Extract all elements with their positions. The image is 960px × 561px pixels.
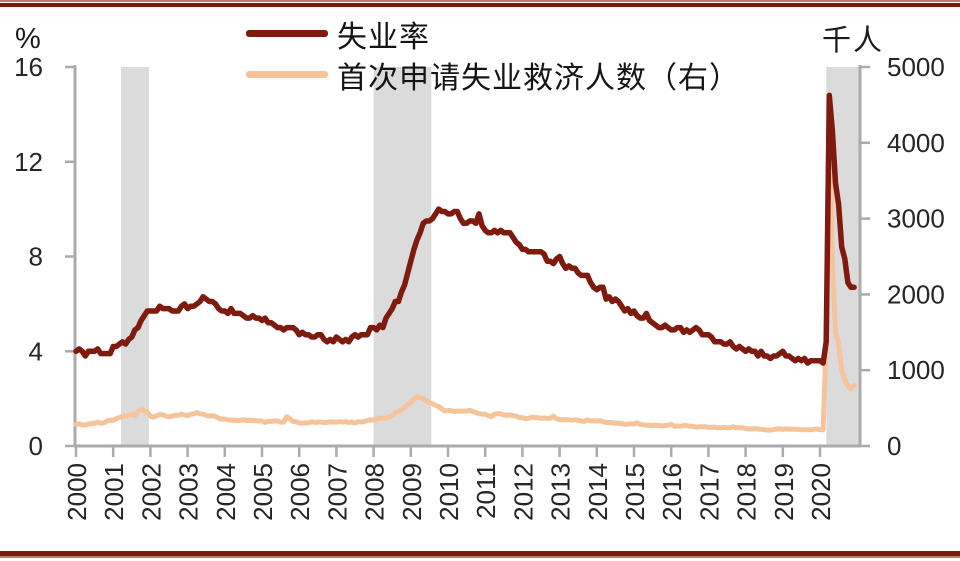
- top-accent-line: [0, 0, 960, 2]
- svg-text:2020: 2020: [806, 463, 836, 521]
- svg-text:2017: 2017: [694, 463, 724, 521]
- bottom-accent-line: [0, 556, 960, 558]
- svg-text:2012: 2012: [508, 463, 538, 521]
- svg-text:0: 0: [29, 431, 43, 461]
- svg-text:2016: 2016: [657, 463, 687, 521]
- bottom-border: [0, 551, 960, 556]
- svg-text:2008: 2008: [360, 463, 390, 521]
- initial-claims-line-swatch: [246, 71, 328, 78]
- series-claims-line: [73, 94, 857, 433]
- svg-text:0: 0: [887, 431, 901, 461]
- svg-text:2009: 2009: [397, 463, 427, 521]
- svg-text:4000: 4000: [887, 128, 945, 158]
- svg-text:2001: 2001: [99, 463, 129, 521]
- svg-text:2005: 2005: [248, 463, 278, 521]
- recession-bands: [121, 67, 860, 446]
- legend-item-initial-claims: 首次申请失业救济人数（右）: [246, 54, 740, 96]
- svg-text:3000: 3000: [887, 204, 945, 234]
- svg-text:2006: 2006: [285, 463, 315, 521]
- svg-text:2000: 2000: [62, 463, 92, 521]
- svg-text:2013: 2013: [546, 463, 576, 521]
- legend-label-unemployment-rate: 失业率: [337, 19, 430, 55]
- chart-legend: 失业率 首次申请失业救济人数（右）: [246, 13, 740, 96]
- svg-text:2002: 2002: [136, 463, 166, 521]
- left-axis-unit-label: %: [15, 23, 41, 55]
- svg-text:2014: 2014: [583, 463, 613, 521]
- svg-text:2018: 2018: [732, 463, 762, 521]
- svg-text:2011: 2011: [471, 463, 501, 519]
- top-border: [0, 3, 960, 7]
- svg-text:2004: 2004: [211, 463, 241, 521]
- svg-text:16: 16: [14, 52, 43, 82]
- svg-text:2000: 2000: [887, 279, 945, 309]
- legend-label-initial-claims: 首次申请失业救济人数（右）: [337, 60, 740, 96]
- svg-text:12: 12: [14, 147, 43, 177]
- svg-text:1000: 1000: [887, 355, 945, 385]
- svg-text:5000: 5000: [887, 52, 945, 82]
- svg-text:4: 4: [29, 336, 43, 366]
- svg-text:2003: 2003: [174, 463, 204, 521]
- svg-text:8: 8: [29, 242, 43, 272]
- svg-text:2015: 2015: [620, 463, 650, 521]
- svg-text:2010: 2010: [434, 463, 464, 521]
- series-unemployment-line: [73, 92, 857, 366]
- svg-text:2007: 2007: [322, 463, 352, 521]
- axis-ticks: [65, 65, 870, 457]
- unemployment-line-swatch: [246, 30, 328, 37]
- right-axis-unit-label: 千人: [822, 23, 885, 57]
- axes: [73, 65, 862, 448]
- legend-item-unemployment-rate: 失业率: [246, 13, 740, 55]
- svg-text:2019: 2019: [769, 463, 799, 521]
